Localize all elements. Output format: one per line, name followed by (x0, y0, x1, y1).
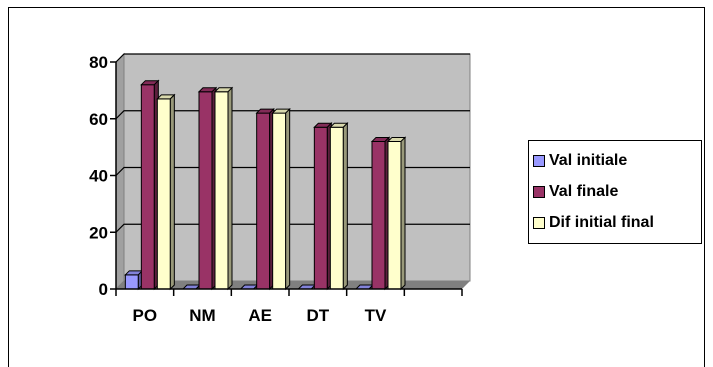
x-tick-label: PO (133, 306, 158, 325)
bar-front (371, 140, 386, 290)
y-axis-ticks: 0 20 40 60 80 (89, 53, 116, 299)
gridlines (115, 53, 470, 233)
bar (329, 122, 349, 291)
y-tick-label: 20 (89, 223, 108, 242)
x-tick-label: DT (306, 306, 329, 325)
y-tick-label: 60 (89, 110, 108, 129)
legend-item: Val finale (533, 176, 701, 207)
bar-front (124, 274, 139, 290)
legend-label: Val initiale (549, 151, 628, 169)
bar (156, 93, 176, 291)
legend-item: Val initiale (533, 145, 701, 176)
gridline (115, 166, 470, 176)
chart-frame (8, 7, 705, 367)
bar-front (214, 91, 229, 290)
legend-item: Dif initial final (533, 207, 701, 238)
gridline (115, 223, 470, 233)
bar-front (272, 112, 287, 290)
x-axis-ticks: PO NM AE DT TV (115, 289, 463, 325)
gridline (115, 53, 470, 63)
bar (124, 269, 144, 291)
legend-swatch (533, 216, 545, 229)
bar-front (198, 91, 213, 290)
bar-side (227, 86, 233, 291)
bar-side (285, 107, 291, 291)
bar (386, 136, 407, 291)
x-tick-label: NM (189, 306, 215, 325)
bar-front (256, 112, 271, 290)
bar (197, 86, 218, 291)
bars (124, 79, 407, 291)
bar (313, 122, 333, 291)
x-tick-label: AE (248, 306, 272, 325)
bar (271, 107, 291, 291)
bar-front (156, 98, 171, 290)
bar-front (329, 126, 344, 290)
legend-swatch (533, 154, 545, 167)
legend-swatch (533, 185, 545, 198)
bar (140, 79, 160, 291)
bar (213, 86, 234, 291)
x-tick-label: TV (365, 306, 387, 325)
bar-front (387, 140, 402, 290)
bar-front (140, 84, 155, 290)
gridline (115, 110, 470, 120)
bar-side (342, 122, 348, 291)
bar-front (313, 126, 328, 290)
bar (255, 107, 275, 291)
bar-side (169, 93, 175, 291)
bar (370, 136, 391, 291)
bar-side (400, 136, 406, 291)
y-tick-label: 40 (89, 167, 108, 186)
legend: Val initiale Val finale Dif initial fina… (528, 140, 702, 244)
legend-label: Val finale (549, 182, 619, 200)
y-tick-label: 0 (99, 280, 108, 299)
legend-label: Dif initial final (549, 213, 654, 231)
y-tick-label: 80 (89, 53, 108, 72)
